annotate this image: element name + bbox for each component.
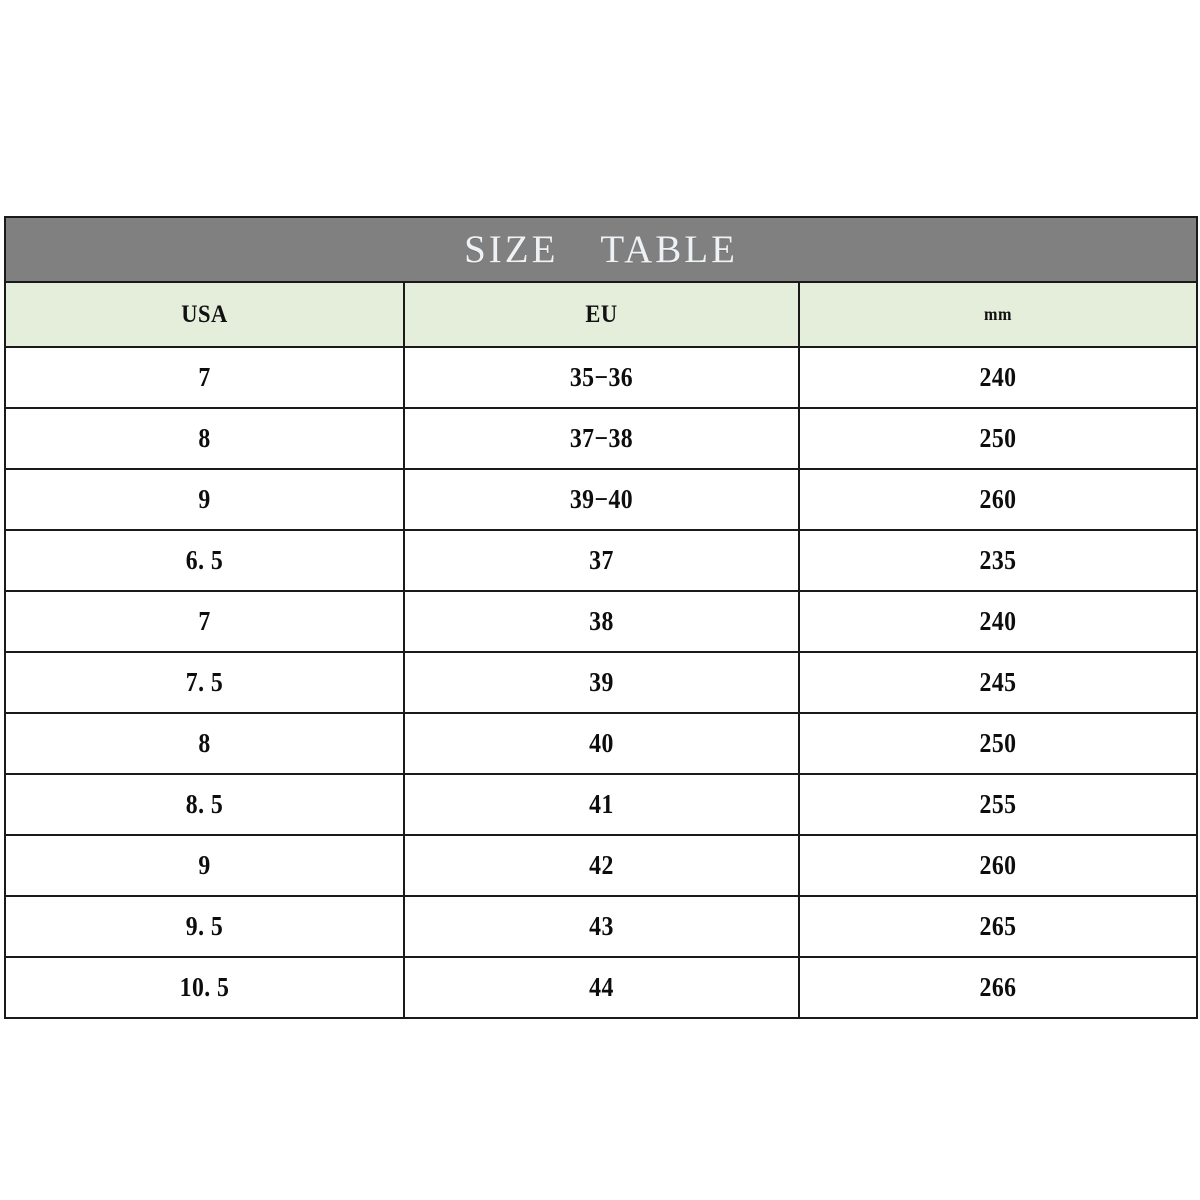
cell-usa-value: 7 [198, 362, 211, 392]
cell-usa: 10. 5 [4, 956, 405, 1019]
cell-usa-value: 9 [198, 850, 211, 880]
table-row: 6. 5 37 235 [4, 529, 1198, 592]
cell-mm: 265 [798, 895, 1198, 958]
column-header-mm-label: mm [984, 304, 1012, 324]
cell-usa: 7 [4, 590, 405, 653]
cell-mm-value: 266 [979, 972, 1017, 1002]
cell-mm: 260 [798, 468, 1198, 531]
cell-mm-value: 240 [979, 606, 1017, 636]
page-title: SIZE TABLE [464, 228, 738, 271]
cell-usa: 8 [4, 712, 405, 775]
column-header-eu-label: EU [585, 301, 618, 328]
cell-eu: 39−40 [403, 468, 800, 531]
table-row: 9 42 260 [4, 834, 1198, 897]
cell-eu-value: 42 [589, 850, 614, 880]
cell-mm: 255 [798, 773, 1198, 836]
column-header-mm: mm [798, 281, 1198, 348]
column-header-usa: USA [4, 281, 405, 348]
cell-eu-value: 44 [589, 972, 614, 1002]
cell-eu: 37 [403, 529, 800, 592]
cell-mm-value: 250 [979, 728, 1017, 758]
table-row: 9. 5 43 265 [4, 895, 1198, 958]
cell-mm: 240 [798, 346, 1198, 409]
table-row: 9 39−40 260 [4, 468, 1198, 531]
cell-mm-value: 260 [979, 850, 1017, 880]
size-table: SIZE TABLE USA EU mm 7 35−36 [4, 216, 1198, 1019]
column-header-usa-label: USA [181, 301, 228, 328]
cell-eu-value: 39−40 [569, 484, 634, 514]
cell-eu-value: 38 [589, 606, 614, 636]
table-row: 10. 5 44 266 [4, 956, 1198, 1019]
cell-usa-value: 8. 5 [185, 789, 224, 819]
table-row: 8. 5 41 255 [4, 773, 1198, 836]
size-table-container: SIZE TABLE USA EU mm 7 35−36 [4, 216, 1198, 1019]
cell-eu: 39 [403, 651, 800, 714]
column-header-eu: EU [403, 281, 800, 348]
cell-usa-value: 8 [198, 728, 211, 758]
cell-mm-value: 260 [979, 484, 1017, 514]
cell-usa-value: 9 [198, 484, 211, 514]
cell-mm-value: 240 [979, 362, 1017, 392]
cell-eu: 37−38 [403, 407, 800, 470]
cell-mm: 266 [798, 956, 1198, 1019]
cell-mm: 245 [798, 651, 1198, 714]
cell-mm: 260 [798, 834, 1198, 897]
cell-usa: 7. 5 [4, 651, 405, 714]
cell-usa: 7 [4, 346, 405, 409]
cell-usa: 9 [4, 468, 405, 531]
cell-usa-value: 7 [198, 606, 211, 636]
cell-eu-value: 37−38 [569, 423, 634, 453]
cell-usa: 9. 5 [4, 895, 405, 958]
table-row: 8 40 250 [4, 712, 1198, 775]
cell-eu-value: 43 [589, 911, 614, 941]
cell-mm-value: 235 [979, 545, 1017, 575]
cell-eu: 38 [403, 590, 800, 653]
cell-eu: 35−36 [403, 346, 800, 409]
cell-usa: 8. 5 [4, 773, 405, 836]
cell-eu: 41 [403, 773, 800, 836]
cell-usa-value: 7. 5 [185, 667, 224, 697]
cell-eu-value: 40 [589, 728, 614, 758]
size-table-title-row: SIZE TABLE [4, 216, 1198, 283]
cell-mm-value: 265 [979, 911, 1017, 941]
cell-mm-value: 245 [979, 667, 1017, 697]
table-row: 7 38 240 [4, 590, 1198, 653]
cell-eu-value: 37 [589, 545, 614, 575]
size-table-body: SIZE TABLE USA EU mm 7 35−36 [4, 216, 1198, 1019]
size-table-title-cell: SIZE TABLE [4, 216, 1198, 283]
cell-usa: 9 [4, 834, 405, 897]
cell-eu-value: 41 [589, 789, 614, 819]
cell-eu: 44 [403, 956, 800, 1019]
cell-eu: 42 [403, 834, 800, 897]
cell-eu-value: 35−36 [569, 362, 634, 392]
cell-usa-value: 8 [198, 423, 211, 453]
cell-mm-value: 255 [979, 789, 1017, 819]
cell-usa: 8 [4, 407, 405, 470]
table-row: 8 37−38 250 [4, 407, 1198, 470]
cell-mm: 235 [798, 529, 1198, 592]
cell-usa-value: 10. 5 [179, 972, 230, 1002]
table-row: 7 35−36 240 [4, 346, 1198, 409]
size-table-header-row: USA EU mm [4, 281, 1198, 348]
cell-mm: 250 [798, 712, 1198, 775]
cell-usa-value: 6. 5 [185, 545, 224, 575]
cell-eu: 43 [403, 895, 800, 958]
cell-eu: 40 [403, 712, 800, 775]
cell-usa-value: 9. 5 [185, 911, 224, 941]
cell-eu-value: 39 [589, 667, 614, 697]
cell-usa: 6. 5 [4, 529, 405, 592]
table-row: 7. 5 39 245 [4, 651, 1198, 714]
cell-mm-value: 250 [979, 423, 1017, 453]
cell-mm: 250 [798, 407, 1198, 470]
cell-mm: 240 [798, 590, 1198, 653]
